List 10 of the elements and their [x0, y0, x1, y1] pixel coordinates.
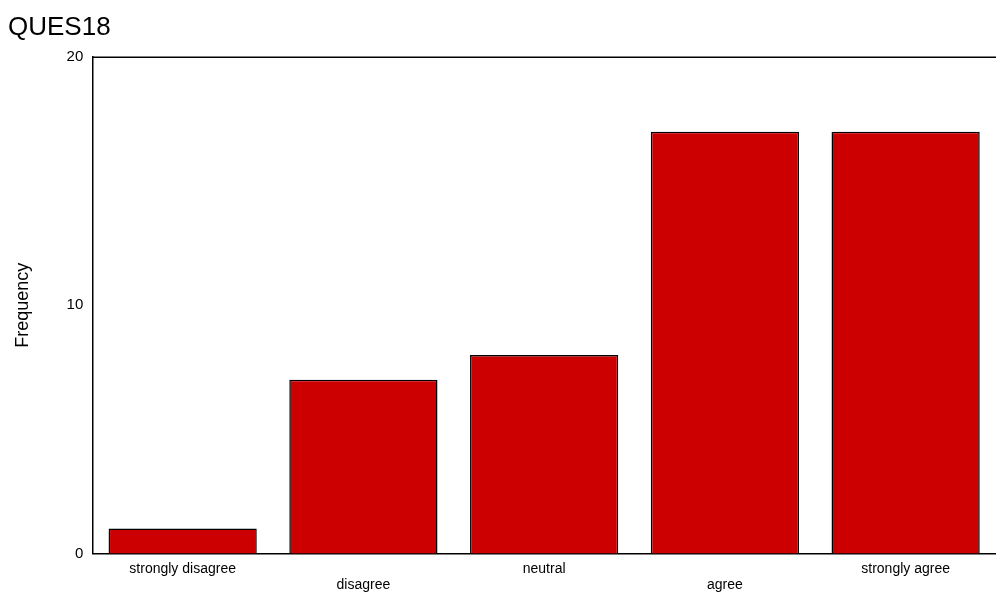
- x-tick-label: strongly agree: [861, 559, 951, 576]
- x-tick-label: neutral: [522, 559, 566, 576]
- x-tick-label: disagree: [336, 576, 391, 593]
- x-tick-label: agree: [706, 576, 743, 593]
- y-tick-label: 20: [66, 47, 84, 65]
- chart-title: QUES18: [8, 10, 111, 41]
- y-axis-title: Frequency: [11, 262, 32, 348]
- y-tick-label: 10: [66, 295, 84, 313]
- x-tick-label: strongly disagree: [129, 559, 237, 576]
- y-tick-label: 0: [74, 543, 84, 561]
